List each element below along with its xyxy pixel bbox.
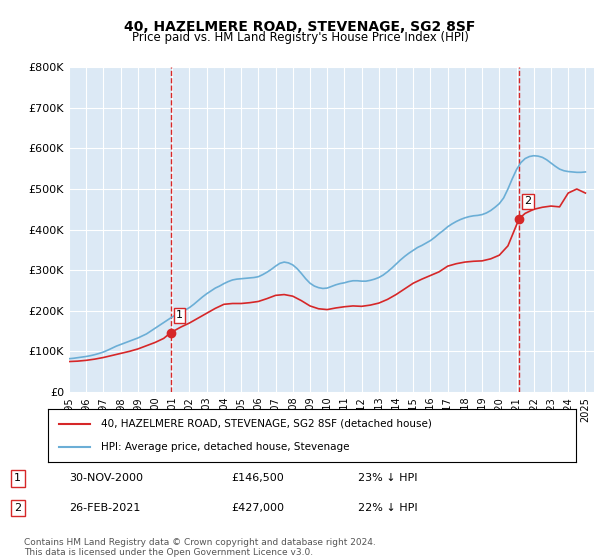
Text: 2: 2 [14, 503, 22, 513]
Text: 26-FEB-2021: 26-FEB-2021 [70, 503, 141, 513]
Text: £427,000: £427,000 [231, 503, 284, 513]
Text: £146,500: £146,500 [231, 473, 284, 483]
Text: Contains HM Land Registry data © Crown copyright and database right 2024.
This d: Contains HM Land Registry data © Crown c… [24, 538, 376, 557]
Text: 30-NOV-2000: 30-NOV-2000 [70, 473, 143, 483]
Text: 40, HAZELMERE ROAD, STEVENAGE, SG2 8SF (detached house): 40, HAZELMERE ROAD, STEVENAGE, SG2 8SF (… [101, 419, 431, 429]
Text: 40, HAZELMERE ROAD, STEVENAGE, SG2 8SF: 40, HAZELMERE ROAD, STEVENAGE, SG2 8SF [124, 20, 476, 34]
Text: 22% ↓ HPI: 22% ↓ HPI [358, 503, 417, 513]
Text: Price paid vs. HM Land Registry's House Price Index (HPI): Price paid vs. HM Land Registry's House … [131, 31, 469, 44]
Text: 1: 1 [176, 310, 183, 320]
Text: 1: 1 [14, 473, 21, 483]
Text: HPI: Average price, detached house, Stevenage: HPI: Average price, detached house, Stev… [101, 442, 349, 452]
Text: 2: 2 [524, 197, 532, 207]
Text: 23% ↓ HPI: 23% ↓ HPI [358, 473, 417, 483]
